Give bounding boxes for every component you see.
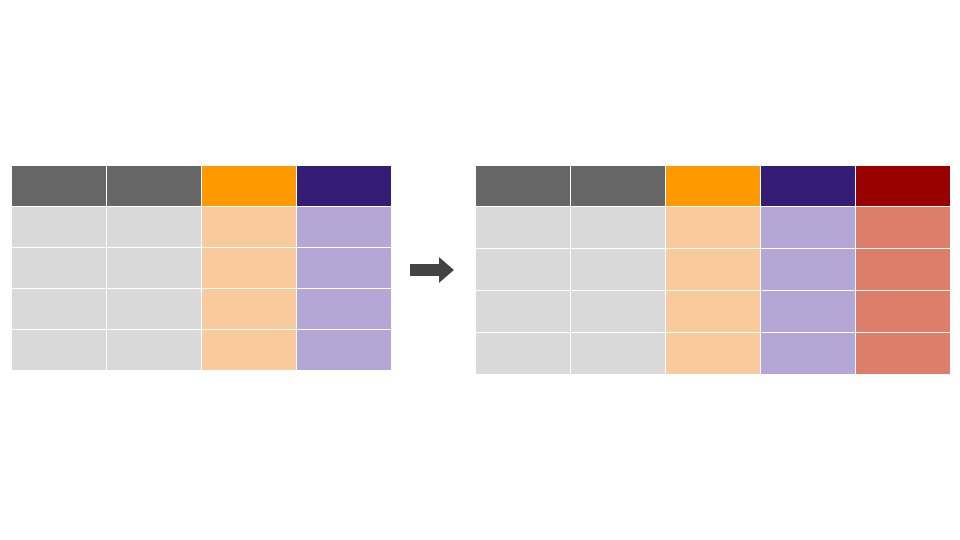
result-cell-r2-c3-orange xyxy=(666,249,760,290)
source-header-cell-2-gray xyxy=(107,166,201,206)
source-table xyxy=(12,166,391,370)
result-cell-r1-c5-red xyxy=(856,207,950,248)
result-cell-r2-c4-purple xyxy=(761,249,855,290)
result-table xyxy=(476,166,950,374)
result-cell-r1-c2-gray xyxy=(571,207,665,248)
source-cell-r1-c3-orange xyxy=(202,207,296,247)
source-cell-r4-c3-orange xyxy=(202,330,296,370)
result-cell-r1-c4-purple xyxy=(761,207,855,248)
source-cell-r3-c3-orange xyxy=(202,289,296,329)
source-cell-r2-c3-orange xyxy=(202,248,296,288)
source-cell-r1-c4-purple xyxy=(297,207,391,247)
result-cell-r4-c5-red xyxy=(856,333,950,374)
result-cell-r3-c2-gray xyxy=(571,291,665,332)
source-cell-r3-c4-purple xyxy=(297,289,391,329)
source-cell-r2-c2-gray xyxy=(107,248,201,288)
source-cell-r4-c1-gray xyxy=(12,330,106,370)
result-cell-r4-c3-orange xyxy=(666,333,760,374)
source-cell-r1-c1-gray xyxy=(12,207,106,247)
result-cell-r3-c4-purple xyxy=(761,291,855,332)
result-cell-r2-c2-gray xyxy=(571,249,665,290)
source-cell-r1-c2-gray xyxy=(107,207,201,247)
result-header-cell-1-gray xyxy=(476,166,570,206)
result-cell-r2-c1-gray xyxy=(476,249,570,290)
result-header-cell-2-gray xyxy=(571,166,665,206)
source-cell-r3-c1-gray xyxy=(12,289,106,329)
source-cell-r2-c1-gray xyxy=(12,248,106,288)
source-cell-r4-c2-gray xyxy=(107,330,201,370)
result-cell-r4-c2-gray xyxy=(571,333,665,374)
source-cell-r4-c4-purple xyxy=(297,330,391,370)
result-cell-r2-c5-red xyxy=(856,249,950,290)
result-header-cell-3-orange xyxy=(666,166,760,206)
result-header-cell-4-purple xyxy=(761,166,855,206)
result-cell-r4-c1-gray xyxy=(476,333,570,374)
source-header-cell-4-purple xyxy=(297,166,391,206)
result-cell-r3-c3-orange xyxy=(666,291,760,332)
result-cell-r3-c5-red xyxy=(856,291,950,332)
source-header-cell-3-orange xyxy=(202,166,296,206)
result-cell-r4-c4-purple xyxy=(761,333,855,374)
source-cell-r3-c2-gray xyxy=(107,289,201,329)
result-header-cell-5-red xyxy=(856,166,950,206)
result-cell-r3-c1-gray xyxy=(476,291,570,332)
arrow-shape xyxy=(410,257,454,283)
result-cell-r1-c3-orange xyxy=(666,207,760,248)
right-arrow-icon xyxy=(410,257,454,283)
result-cell-r1-c1-gray xyxy=(476,207,570,248)
source-cell-r2-c4-purple xyxy=(297,248,391,288)
source-header-cell-1-gray xyxy=(12,166,106,206)
